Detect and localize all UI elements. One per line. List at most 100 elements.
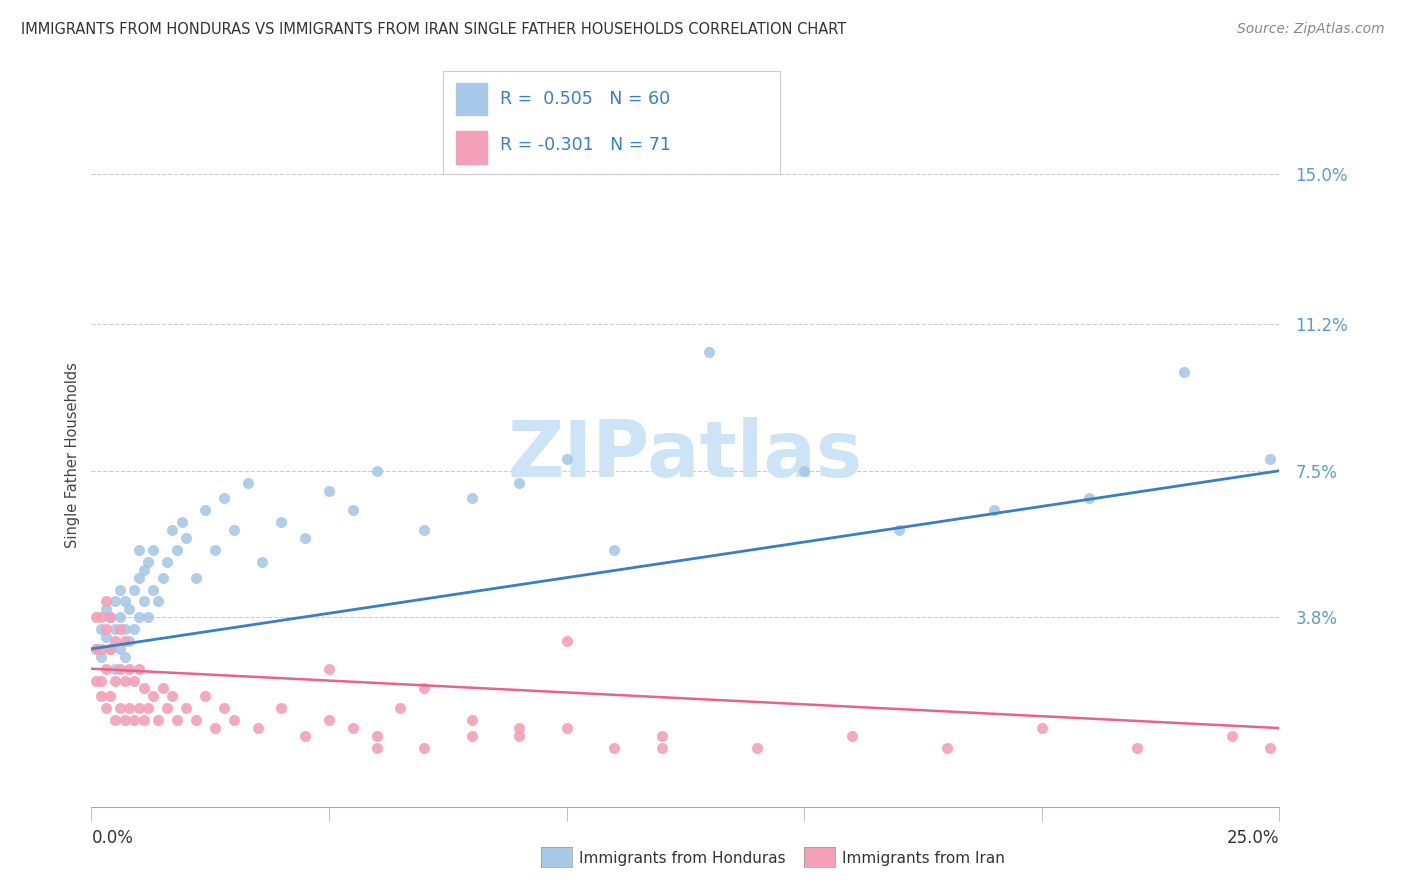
Point [156, 701, 179, 715]
Point [366, 729, 388, 743]
Point [555, 634, 578, 648]
Point [745, 740, 768, 755]
Point [90, 641, 112, 656]
Text: Immigrants from Honduras: Immigrants from Honduras [579, 851, 786, 865]
Text: R =  0.505   N = 60: R = 0.505 N = 60 [501, 90, 671, 108]
Point [460, 713, 482, 727]
Point [204, 543, 226, 558]
Point [1173, 365, 1195, 379]
Point [114, 673, 136, 688]
Point [118, 634, 141, 648]
Point [1078, 491, 1101, 506]
Point [104, 673, 127, 688]
Point [94, 602, 117, 616]
Point [94, 662, 117, 676]
Text: 0.0%: 0.0% [91, 829, 134, 847]
Point [128, 610, 150, 624]
Point [114, 713, 136, 727]
Point [90, 622, 112, 636]
Point [214, 491, 236, 506]
Point [84, 610, 107, 624]
Point [176, 701, 198, 715]
Point [697, 345, 720, 359]
Point [160, 523, 183, 537]
Point [935, 740, 957, 755]
Point [166, 543, 188, 558]
Text: Source: ZipAtlas.com: Source: ZipAtlas.com [1237, 22, 1385, 37]
Point [104, 634, 127, 648]
Point [100, 610, 122, 624]
Point [100, 641, 122, 656]
Point [108, 582, 131, 597]
Point [84, 673, 107, 688]
Point [132, 594, 155, 608]
Point [983, 503, 1005, 517]
Point [160, 690, 183, 704]
Point [84, 641, 107, 656]
Point [114, 649, 136, 664]
Point [104, 713, 127, 727]
Point [146, 713, 169, 727]
Point [222, 523, 245, 537]
Point [318, 483, 340, 498]
Point [294, 531, 316, 545]
Point [270, 701, 292, 715]
Point [460, 491, 482, 506]
Point [204, 721, 226, 735]
Point [100, 641, 122, 656]
Point [1126, 740, 1149, 755]
Point [132, 681, 155, 696]
Point [90, 690, 112, 704]
Point [100, 610, 122, 624]
Point [318, 713, 340, 727]
Point [1031, 721, 1053, 735]
Point [146, 594, 169, 608]
Point [238, 475, 260, 490]
Point [555, 721, 578, 735]
Point [841, 729, 863, 743]
Point [793, 464, 815, 478]
Point [413, 740, 436, 755]
Point [90, 610, 112, 624]
Point [142, 543, 165, 558]
Point [152, 571, 174, 585]
Point [270, 515, 292, 529]
Point [1258, 740, 1281, 755]
Point [128, 701, 150, 715]
Point [366, 740, 388, 755]
Point [555, 451, 578, 466]
Point [508, 729, 530, 743]
Point [122, 673, 145, 688]
Point [122, 622, 145, 636]
Point [118, 662, 141, 676]
Point [90, 673, 112, 688]
Point [1258, 451, 1281, 466]
Point [603, 543, 626, 558]
Point [90, 649, 112, 664]
Point [214, 701, 236, 715]
Point [184, 571, 207, 585]
Point [84, 641, 107, 656]
Point [104, 594, 127, 608]
Point [176, 531, 198, 545]
Point [114, 634, 136, 648]
Point [128, 571, 150, 585]
Point [184, 713, 207, 727]
Point [318, 662, 340, 676]
Point [94, 594, 117, 608]
Point [104, 662, 127, 676]
Point [122, 582, 145, 597]
Point [108, 641, 131, 656]
Point [138, 610, 160, 624]
Point [108, 701, 131, 715]
Point [108, 610, 131, 624]
Point [156, 555, 179, 569]
Point [1220, 729, 1243, 743]
Point [389, 701, 412, 715]
Point [118, 602, 141, 616]
Point [132, 563, 155, 577]
Point [94, 622, 117, 636]
Point [128, 662, 150, 676]
Bar [457, 131, 486, 163]
Point [222, 713, 245, 727]
